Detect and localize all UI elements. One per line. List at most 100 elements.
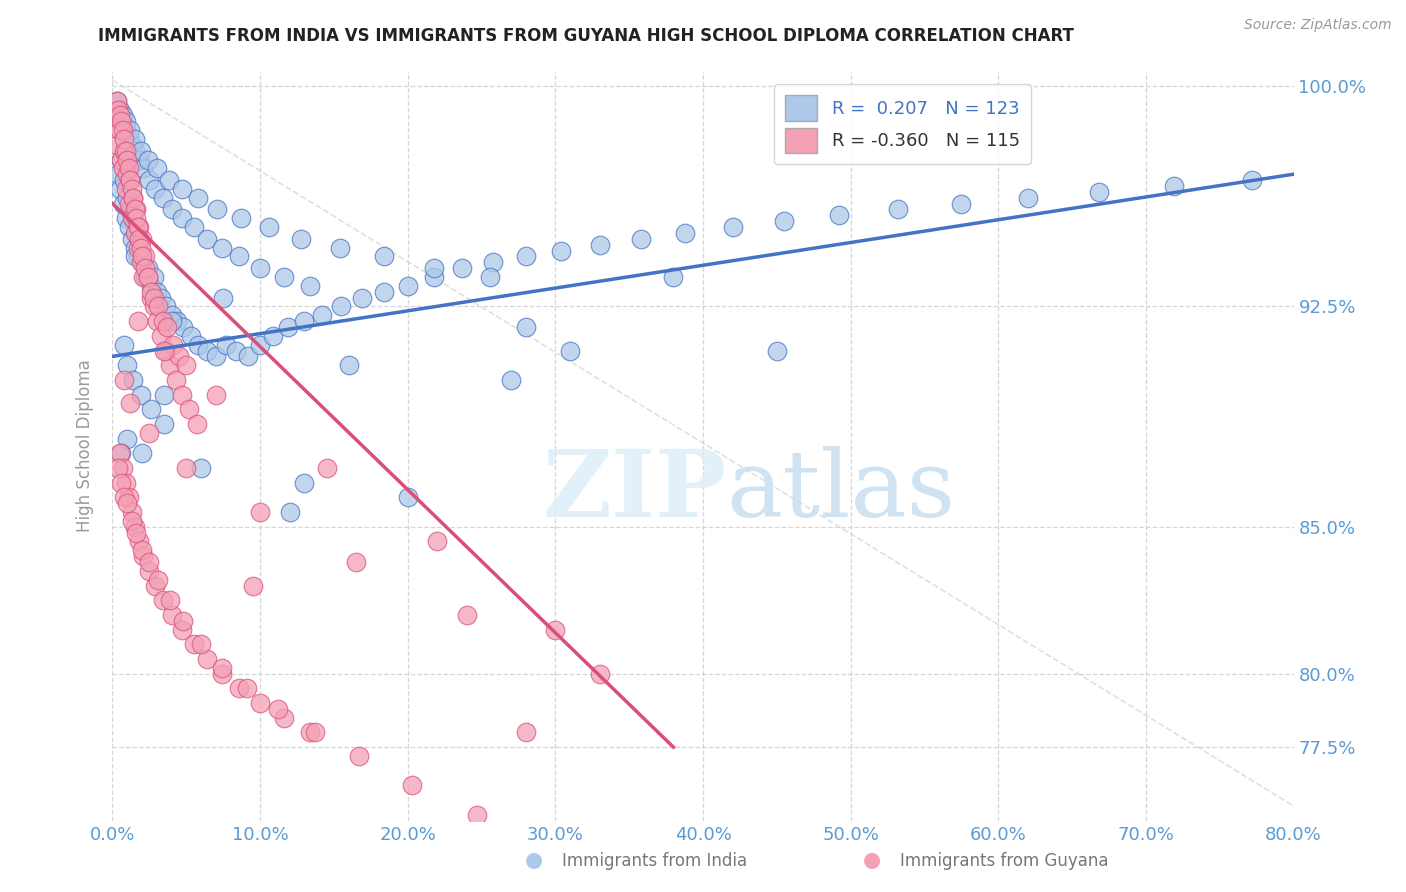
Point: [107, 461, 129, 475]
Point: [190, 637, 212, 651]
Y-axis label: High School Diploma: High School Diploma: [76, 359, 94, 533]
Point: [153, 417, 176, 431]
Text: ZIP: ZIP: [543, 446, 727, 536]
Point: [630, 232, 652, 246]
Point: [134, 250, 156, 264]
Point: [426, 534, 449, 549]
Point: [105, 137, 128, 152]
Legend: R =  0.207   N = 123, R = -0.360   N = 115: R = 0.207 N = 123, R = -0.360 N = 115: [773, 84, 1031, 164]
Point: [238, 350, 260, 364]
Point: [588, 237, 610, 252]
Point: [118, 132, 141, 146]
Point: [127, 314, 149, 328]
Point: [174, 461, 197, 475]
Point: [172, 614, 194, 628]
Point: [138, 564, 160, 578]
Point: [456, 607, 478, 622]
Point: [152, 191, 174, 205]
Point: [114, 114, 136, 128]
Point: [156, 320, 179, 334]
Point: [108, 108, 131, 122]
Point: [187, 337, 209, 351]
Point: [228, 250, 250, 264]
Point: [166, 314, 188, 328]
Point: [124, 202, 146, 217]
Point: [257, 220, 280, 235]
Point: [121, 514, 143, 528]
Point: [167, 350, 190, 364]
Point: [132, 161, 155, 176]
Point: [124, 520, 146, 534]
Point: [138, 555, 160, 569]
Text: atlas: atlas: [727, 446, 956, 536]
Point: [117, 153, 138, 167]
Point: [304, 725, 326, 739]
Point: [120, 123, 142, 137]
Point: [225, 343, 247, 358]
Point: [451, 261, 474, 276]
Point: [122, 373, 145, 387]
Point: [150, 328, 173, 343]
Point: [108, 123, 131, 137]
Point: [180, 328, 202, 343]
Point: [108, 182, 131, 196]
Point: [136, 270, 159, 285]
Point: [172, 320, 194, 334]
Point: [290, 232, 312, 246]
Point: [134, 270, 156, 285]
Point: [142, 291, 165, 305]
Point: [515, 250, 537, 264]
Point: [766, 343, 789, 358]
Point: [292, 314, 315, 328]
Point: [588, 666, 610, 681]
Point: [118, 161, 141, 176]
Point: [139, 402, 162, 417]
Point: [120, 396, 142, 410]
Point: [212, 291, 235, 305]
Point: [773, 214, 796, 228]
Point: [120, 202, 142, 217]
Point: [344, 555, 367, 569]
Point: [152, 314, 174, 328]
Point: [122, 211, 145, 226]
Point: [122, 191, 145, 205]
Point: [146, 161, 169, 176]
Point: [105, 94, 128, 108]
Point: [155, 343, 177, 358]
Point: [479, 270, 502, 285]
Point: [107, 167, 129, 181]
Point: [190, 461, 212, 475]
Point: [112, 337, 135, 351]
Point: [112, 173, 135, 187]
Point: [228, 681, 250, 696]
Text: ●: ●: [526, 850, 543, 870]
Point: [131, 232, 153, 246]
Point: [721, 220, 744, 235]
Point: [329, 241, 352, 255]
Point: [950, 196, 973, 211]
Point: [465, 807, 488, 822]
Point: [183, 220, 205, 235]
Point: [114, 475, 136, 490]
Point: [125, 525, 148, 540]
Point: [278, 505, 301, 519]
Point: [131, 446, 153, 460]
Point: [887, 202, 910, 217]
Point: [110, 446, 132, 460]
Text: Source: ZipAtlas.com: Source: ZipAtlas.com: [1244, 18, 1392, 32]
Point: [273, 270, 295, 285]
Point: [195, 652, 218, 666]
Point: [195, 343, 218, 358]
Point: [110, 153, 132, 167]
Point: [179, 402, 201, 417]
Point: [134, 261, 156, 276]
Text: IMMIGRANTS FROM INDIA VS IMMIGRANTS FROM GUYANA HIGH SCHOOL DIPLOMA CORRELATION : IMMIGRANTS FROM INDIA VS IMMIGRANTS FROM…: [98, 27, 1074, 45]
Point: [105, 94, 128, 108]
Point: [155, 300, 177, 314]
Point: [139, 291, 162, 305]
Point: [132, 549, 155, 564]
Point: [129, 255, 152, 269]
Point: [160, 308, 183, 322]
Point: [292, 475, 315, 490]
Point: [114, 123, 136, 137]
